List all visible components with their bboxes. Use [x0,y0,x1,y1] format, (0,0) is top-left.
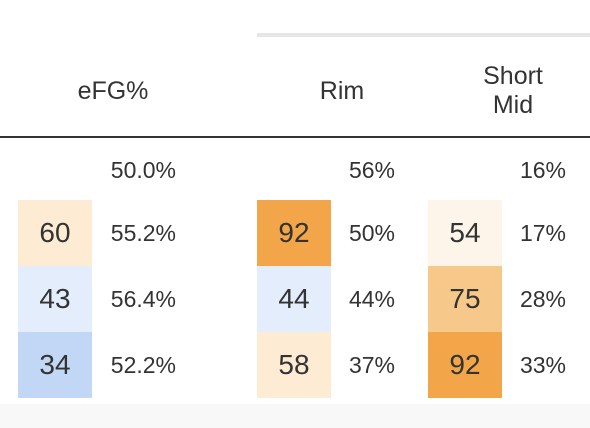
short-mid-value-cell: 17% [519,219,566,246]
efg-value-cell: 56.4% [110,285,176,312]
short-mid-rank-cell: 54 [428,200,502,266]
league-rim-value: 56% [348,156,395,183]
header-rim: Rim [257,60,427,122]
rim-value-cell: 44% [348,285,395,312]
league-efg-value: 50.0% [110,156,176,183]
efg-value-cell: 55.2% [110,219,176,246]
header-short-mid: Short Mid [428,60,590,122]
rim-value-cell: 37% [348,351,395,378]
rim-rank-cell: 92 [257,200,331,266]
short-mid-value-cell: 28% [519,285,566,312]
header-rim-label: Rim [319,76,365,105]
header-short-mid-label: Short Mid [483,62,543,119]
short-mid-rank-cell: 75 [428,266,502,332]
rim-value-cell: 50% [348,219,395,246]
bottom-strip [0,404,590,428]
column-group-rule [257,33,590,37]
rim-rank-cell: 44 [257,266,331,332]
short-mid-value-cell: 33% [519,351,566,378]
short-mid-rank-cell: 92 [428,332,502,398]
header-efg-label: eFG% [77,76,149,105]
header-efg: eFG% [18,60,208,122]
efg-rank-cell: 60 [18,200,92,266]
efg-rank-cell: 34 [18,332,92,398]
rim-rank-cell: 58 [257,332,331,398]
header-divider [0,136,590,138]
efg-rank-cell: 43 [18,266,92,332]
efg-value-cell: 52.2% [110,351,176,378]
league-short-mid-value: 16% [519,156,566,183]
